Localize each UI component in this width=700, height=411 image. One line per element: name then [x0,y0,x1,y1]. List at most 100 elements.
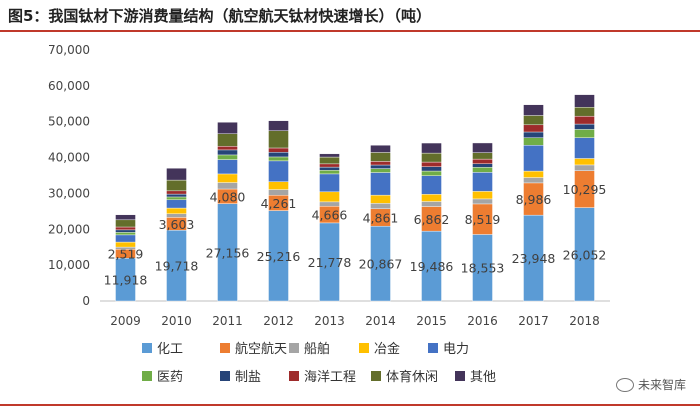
bar-segment [370,168,391,173]
bar-segment [217,133,238,147]
bar-segment [166,196,187,201]
bar-segment [370,164,391,169]
data-label: 26,052 [563,247,607,262]
data-label: 19,486 [410,259,454,274]
bar-segment [574,107,595,117]
legend-label: 医药 [157,370,183,385]
data-label: 3,603 [159,217,195,232]
x-tick-label: 2014 [365,314,396,328]
legend-swatch [142,343,152,353]
bar-segment [268,130,289,149]
bar-segment [421,166,442,172]
bar-segment [319,191,340,203]
bar-segment [268,181,289,190]
legend-swatch [371,371,381,381]
x-tick-label: 2018 [569,314,600,328]
bar-segment [319,156,340,165]
x-tick-label: 2012 [263,314,294,328]
bar-segment [268,156,289,162]
legend-label: 体育休闲 [386,369,438,385]
data-label: 19,718 [155,259,199,274]
bar-segment [319,201,340,207]
bar-segment [421,175,442,195]
data-label: 18,553 [461,261,505,276]
legend-label: 其他 [470,370,496,385]
bar-segment [166,179,187,192]
y-tick-label: 50,000 [48,115,90,129]
bar-segment [472,142,493,153]
bar-segment [472,163,493,168]
bar-segment [370,203,391,209]
bar-segment [523,170,544,178]
bar-segment [472,158,493,164]
legend-swatch [220,371,230,381]
bar-segment [217,159,238,175]
legend-swatch [289,343,299,353]
bar-segment [472,198,493,205]
x-tick-label: 2017 [518,314,549,328]
watermark: 未来智库 [615,376,686,393]
bar-segment [523,104,544,116]
data-label: 21,778 [308,255,352,270]
data-label: 25,216 [257,249,301,264]
bar-segment [421,170,442,176]
bar-segment [574,115,595,125]
bar-segment [574,137,595,159]
bar-segment [472,167,493,173]
legend-label: 电力 [443,342,469,357]
watermark-text: 未来智库 [637,378,686,392]
axis-layer: 0 10,000 20,000 30,000 40,000 50,000 60,000 70,… [48,43,610,328]
legend-label: 制盐 [235,370,261,385]
legend-label: 冶金 [374,341,400,357]
bar-segment [574,164,595,171]
bar-segment [319,166,340,171]
bars-layer [115,94,595,302]
top-rule [0,30,700,32]
data-label: 23,948 [512,251,556,266]
bar-segment [370,145,391,153]
legend-swatch [289,371,299,381]
x-tick-label: 2010 [161,314,192,328]
data-label: 27,156 [206,245,250,260]
y-tick-label: 60,000 [48,79,90,93]
bar-segment [574,94,595,108]
bar-segment [421,194,442,202]
bar-segment [268,120,289,131]
bar-segment [421,201,442,207]
data-label: 2,519 [108,247,144,262]
bar-segment [268,147,289,153]
bar-segment [319,163,340,168]
bar-segment [166,190,187,195]
bar-segment [472,152,493,160]
bar-segment [115,219,136,228]
wechat-icon [615,377,634,392]
legend-swatch [359,343,369,353]
bar-segment [523,115,544,126]
y-tick-label: 0 [82,294,90,308]
bar-segment [217,173,238,183]
x-tick-label: 2009 [110,314,141,328]
bar-segment [523,124,544,133]
bar-segment [217,182,238,190]
data-label: 4,666 [312,208,348,223]
bar-segment [523,131,544,138]
legend-swatch [142,371,152,381]
data-label: 4,261 [261,196,297,211]
bar-segment [166,168,187,181]
bar-segment [472,172,493,192]
bar-segment [115,232,136,236]
bar-segment [166,193,187,198]
bar-segment [217,154,238,160]
y-tick-label: 70,000 [48,43,90,57]
bar-segment [370,161,391,166]
bar-segment [217,122,238,134]
bar-segment [523,145,544,172]
bar-segment [421,152,442,163]
x-tick-label: 2011 [212,314,243,328]
data-labels-layer: 11,918 2,519 19,718 3,603 27,156 4,080 25,216 4… [104,182,607,288]
data-label: 4,080 [210,189,246,204]
bar-segment [319,153,340,158]
data-label: 6,862 [414,212,450,227]
bar-segment [115,229,136,233]
